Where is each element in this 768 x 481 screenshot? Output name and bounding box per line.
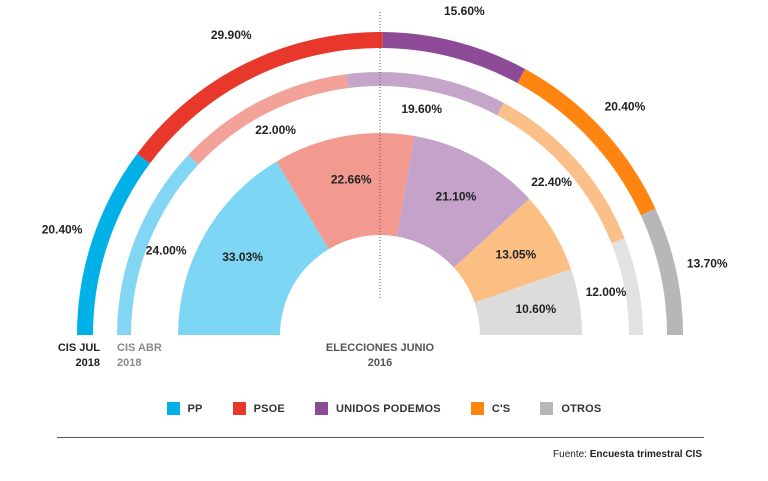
value-label-cis-abr-otros: 12.00% bbox=[586, 285, 627, 299]
ring-label-line2: 2018 bbox=[75, 357, 100, 369]
ring-label-cis-abr: CIS ABR 2018 bbox=[117, 341, 177, 371]
value-label-cis-jul-psoe: 29.90% bbox=[211, 28, 252, 42]
segment-cis-abr-c-s bbox=[497, 102, 625, 244]
segment-cis-abr-otros bbox=[611, 238, 643, 335]
legend-item-otros: OTROS bbox=[540, 402, 601, 415]
segment-cis-abr-psoe bbox=[188, 74, 349, 165]
legend-label: C'S bbox=[491, 402, 511, 415]
segment-cis-jul-otros bbox=[640, 208, 683, 335]
value-label-cis-jul-c-s: 20.40% bbox=[605, 99, 646, 113]
value-label-elecciones-junio-psoe: 22.66% bbox=[331, 173, 372, 187]
value-label-cis-jul-otros: 13.70% bbox=[687, 256, 728, 270]
value-label-cis-abr-pp: 24.00% bbox=[146, 243, 187, 257]
segment-elecciones-junio-unidos-podemos bbox=[397, 135, 530, 268]
legend-label: UNIDOS PODEMOS bbox=[335, 402, 441, 415]
value-label-cis-abr-unidos-podemos: 19.60% bbox=[401, 102, 442, 116]
legend-item-pp: PP bbox=[166, 402, 203, 415]
segment-cis-jul-unidos-podemos bbox=[382, 32, 526, 84]
ring-label-line2: 2016 bbox=[367, 357, 393, 369]
value-label-elecciones-junio-c-s: 13.05% bbox=[496, 247, 537, 261]
legend-swatch bbox=[232, 402, 246, 415]
legend-label: PSOE bbox=[253, 402, 285, 415]
segment-cis-abr-pp bbox=[117, 154, 199, 335]
source-note: Fuente: Encuesta trimestral CIS bbox=[553, 449, 702, 460]
segment-elecciones-junio-pp bbox=[178, 161, 329, 335]
value-label-cis-abr-c-s: 22.40% bbox=[531, 175, 572, 189]
legend-label: OTROS bbox=[561, 402, 602, 415]
legend-item-unidos-podemos: UNIDOS PODEMOS bbox=[314, 402, 441, 415]
legend-swatch bbox=[470, 402, 484, 415]
legend-swatch bbox=[314, 402, 328, 415]
segment-elecciones-junio-otros bbox=[474, 269, 582, 335]
segment-elecciones-junio-c-s bbox=[453, 198, 571, 303]
legend-item-cs: C'S bbox=[470, 402, 511, 415]
ring-label-cis-jul: CIS JUL 2018 bbox=[50, 341, 100, 371]
value-label-cis-jul-pp: 20.40% bbox=[42, 222, 83, 236]
footer-divider bbox=[57, 437, 704, 438]
ring-label-line1: CIS JUL bbox=[57, 342, 100, 354]
value-label-elecciones-junio-unidos-podemos: 21.10% bbox=[436, 189, 477, 203]
ring-label-line1: CIS ABR bbox=[117, 342, 162, 354]
value-label-cis-abr-psoe: 22.00% bbox=[255, 123, 296, 137]
legend-swatch bbox=[166, 402, 180, 415]
value-label-cis-jul-unidos-podemos: 15.60% bbox=[444, 4, 485, 18]
source-name: Encuesta trimestral CIS bbox=[589, 449, 702, 460]
source-prefix: Fuente: bbox=[553, 449, 590, 460]
ring-label-line1: ELECCIONES JUNIO bbox=[325, 342, 435, 354]
segment-cis-jul-c-s bbox=[517, 69, 656, 216]
legend-swatch bbox=[540, 402, 554, 415]
legend: PP PSOE UNIDOS PODEMOS C'S OTROS bbox=[0, 402, 768, 415]
segment-cis-abr-unidos-podemos bbox=[347, 72, 504, 116]
value-label-elecciones-junio-otros: 10.60% bbox=[515, 302, 556, 316]
legend-item-psoe: PSOE bbox=[232, 402, 285, 415]
value-label-elecciones-junio-pp: 33.03% bbox=[222, 250, 263, 264]
ring-label-line2: 2018 bbox=[117, 357, 142, 369]
ring-label-elecciones: ELECCIONES JUNIO 2016 bbox=[300, 341, 460, 371]
hemicycle-chart: 20.40% 29.90% 15.60% 20.40% 13.70% 24.00% 22.0… bbox=[42, 4, 728, 335]
legend-label: PP bbox=[187, 402, 203, 415]
segment-cis-jul-pp bbox=[77, 153, 150, 335]
segment-cis-jul-psoe bbox=[137, 32, 383, 164]
